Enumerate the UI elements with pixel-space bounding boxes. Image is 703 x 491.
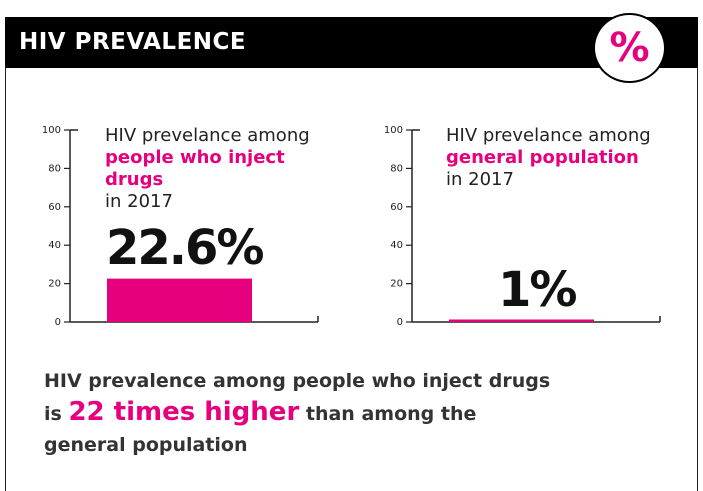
- y-tick-label: 60: [48, 202, 61, 213]
- summary-text: HIV prevalence among people who inject d…: [44, 366, 644, 461]
- y-tick-label: 40: [48, 240, 61, 251]
- summary-highlight: 22 times higher: [68, 397, 300, 427]
- y-tick-label: 100: [42, 125, 61, 136]
- y-tick-label: 0: [55, 317, 61, 328]
- summary-line2: is 22 times higher than among the: [44, 397, 644, 430]
- y-tick-label: 40: [390, 240, 403, 251]
- page-title: HIV PREVALENCE: [19, 29, 247, 55]
- chart-general-population: 0 20 40 60 80 100 HIV prevelance among genera…: [362, 120, 682, 330]
- bar: [107, 278, 252, 322]
- bar: [449, 319, 594, 322]
- summary-line3: general population: [44, 434, 248, 456]
- chart-title-line1: HIV prevelance among: [105, 125, 310, 146]
- y-tick-label: 0: [397, 317, 403, 328]
- percent-icon: %: [609, 25, 650, 71]
- infographic-frame: [5, 17, 698, 491]
- chart-title: HIV prevelance among general population …: [446, 125, 651, 191]
- y-tick-label: 20: [390, 279, 403, 290]
- summary-line2-prefix: is: [44, 403, 69, 425]
- chart-svg: 0 20 40 60 80 100: [384, 125, 661, 328]
- chart-value-label: 22.6%: [106, 220, 265, 276]
- percent-badge: %: [593, 13, 666, 83]
- y-tick-label: 100: [384, 125, 403, 136]
- chart-title-line2: people who inject drugs: [105, 147, 285, 190]
- y-tick-label: 60: [390, 202, 403, 213]
- chart-svg: 0 20 40 60 80 100: [42, 125, 319, 328]
- chart-value-label: 1%: [498, 262, 577, 318]
- summary-line2-suffix: than among the: [299, 403, 477, 425]
- header-bar: HIV PREVALENCE: [5, 17, 698, 68]
- chart-title-line3: in 2017: [446, 169, 514, 190]
- y-tick-label: 20: [48, 279, 61, 290]
- summary-line1: HIV prevalence among people who inject d…: [44, 370, 551, 392]
- chart-title-line3: in 2017: [105, 191, 173, 212]
- chart-title-line2: general population: [446, 147, 639, 168]
- y-tick-label: 80: [48, 163, 61, 174]
- y-tick-label: 80: [390, 163, 403, 174]
- chart-title-line1: HIV prevelance among: [446, 125, 651, 146]
- chart-title: HIV prevelance among people who inject d…: [105, 125, 340, 213]
- chart-people-who-inject-drugs: 0 20 40 60 80 100 HIV prevelance among people…: [20, 120, 340, 330]
